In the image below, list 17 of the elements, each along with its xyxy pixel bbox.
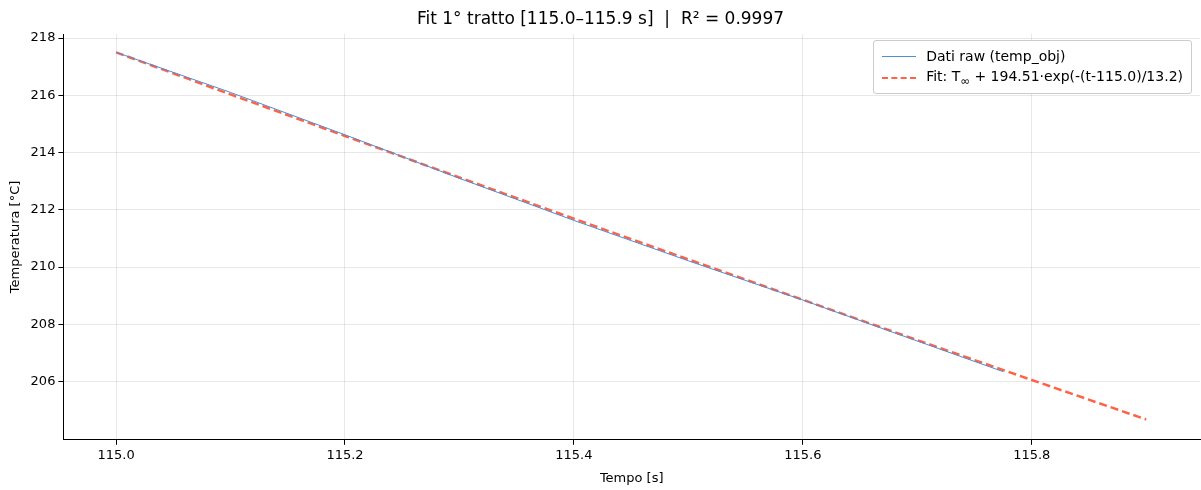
y-tick-label: 212 bbox=[30, 201, 56, 217]
x-tick-label: 115.2 bbox=[326, 446, 364, 462]
y-tick-label: 210 bbox=[30, 258, 56, 274]
y-tick-label: 216 bbox=[30, 86, 56, 102]
legend-label: Dati raw (temp_obj) bbox=[926, 48, 1066, 64]
legend-label: Fit: T$_{∞}$ + 194.51·exp(-(t-115.0)/13.2) bbox=[926, 68, 1183, 88]
x-axis-title: Tempo [s] bbox=[598, 469, 664, 485]
y-tick-label: 206 bbox=[30, 373, 56, 389]
x-tick-label: 115.4 bbox=[555, 446, 593, 462]
y-axis-title: Temperatura [°C] bbox=[7, 180, 23, 295]
y-tick-label: 214 bbox=[30, 143, 56, 159]
y-tick-label: 218 bbox=[30, 29, 56, 45]
chart-title: Fit 1° tratto [115.0–115.9 s] | R² = 0.9997 bbox=[415, 8, 786, 28]
x-tick-label: 115.8 bbox=[1013, 446, 1051, 462]
y-tick-label: 208 bbox=[30, 315, 56, 331]
x-tick-label: 115.6 bbox=[784, 446, 822, 462]
x-tick-label: 115.0 bbox=[97, 446, 135, 462]
